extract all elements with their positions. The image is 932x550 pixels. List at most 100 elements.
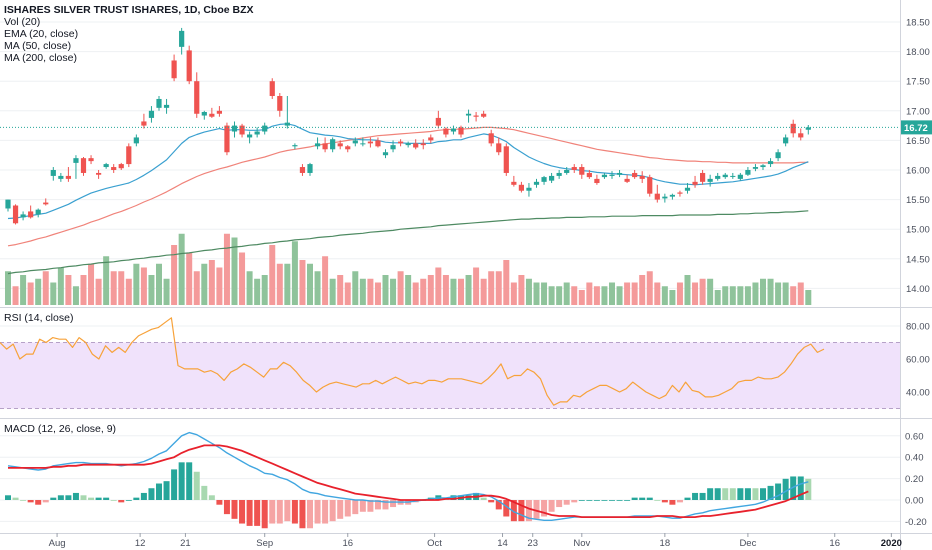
candle [435,110,441,129]
volume-bar [367,278,374,305]
last-price-label: 16.72 [904,123,928,134]
macd-title[interactable]: MACD (12, 26, close, 9) [4,423,116,435]
volume-bar [125,278,132,305]
volume-bar [239,252,246,305]
volume-bar [548,286,555,305]
macd-histogram-bar [95,497,102,500]
volume-bar [427,275,434,305]
candle-body [662,196,668,199]
macd-histogram-bar [790,476,797,500]
macd-histogram-bar [352,500,359,515]
candle-body [50,170,56,176]
volume-bar [322,256,329,305]
macd-histogram-bar [578,500,585,501]
price-tick-label: 16.50 [906,136,930,147]
candle-body [609,174,615,176]
volume-bar [329,278,336,305]
volume-bar [533,282,540,305]
macd-histogram-bar [12,497,19,500]
volume-bar [193,271,200,305]
candle [458,125,464,138]
candle-body [752,167,759,169]
candle [360,137,366,147]
volume-bar [65,275,72,305]
candle-body [805,127,811,130]
volume-bar [50,282,57,305]
candle [209,107,215,118]
candle-body [247,134,253,138]
macd-histogram-bar [118,500,125,503]
candle [465,109,472,123]
candle [662,193,668,203]
candle [541,175,547,185]
candle [654,184,660,203]
candle [616,170,623,178]
rsi-tick-label: 60.00 [906,355,930,366]
candlesticks[interactable] [5,27,811,225]
volume-bar [480,278,487,305]
macd-histogram-bar [684,497,691,500]
candle-body [322,143,328,150]
legend-volume[interactable]: Vol (20) [4,16,40,28]
macd-histogram-bar [284,500,291,522]
macd-histogram-bar [216,500,223,505]
candle-body [28,211,34,218]
macd-tick-label: 0.40 [905,453,924,464]
volume-bar [405,275,412,305]
macd-histogram-bar [201,485,208,500]
volume-bar [390,278,397,305]
volume-bar [88,263,95,305]
candle-body [420,143,426,146]
candle [488,129,494,147]
volume-bar [586,282,593,305]
legend-ma50[interactable]: MA (50, close) [4,40,71,52]
candle-body [58,175,64,179]
candle-body [579,167,585,175]
candle [5,199,11,212]
macd-panel[interactable] [5,431,812,529]
volume-bar [646,271,653,305]
macd-histogram-bar [714,488,721,500]
candle [80,156,87,176]
price-tick-label: 14.00 [906,284,930,295]
candle-body [224,125,230,153]
candle [677,190,683,197]
macd-histogram-bar [314,500,321,524]
rsi-title[interactable]: RSI (14, close) [4,312,73,324]
volume-bar [609,282,615,305]
macd-histogram-bar [601,500,608,501]
volume-bar [178,233,185,305]
candle-body [111,167,117,170]
x-tick-label: 21 [180,538,191,549]
candle [737,172,743,181]
candle [111,164,117,173]
candle-body [669,194,675,197]
macd-histogram-bar [231,500,238,519]
price-tick-label: 17.50 [906,77,930,88]
legend-ema[interactable]: EMA (20, close) [4,28,78,40]
candle-body [783,137,789,144]
time-axis[interactable]: Aug1221Sep16Oct1423Nov18Dec16202013 [49,533,932,549]
candle-body [428,137,434,141]
candle-body [314,143,321,147]
macd-histogram-bar [254,500,261,526]
candle-body [345,146,351,150]
candle-body [96,172,102,175]
candle [564,167,570,175]
candle [224,122,230,156]
rsi-panel[interactable] [0,317,900,409]
candle-body [722,174,728,178]
candle-body [760,165,766,168]
price-axis[interactable]: 18.50 18.00 17.50 17.00 16.50 16.00 15.50 15.00… [905,18,930,528]
candle [767,158,774,168]
candle [481,110,487,118]
macd-histogram-bar [729,488,736,500]
candle [760,164,766,170]
volume-bar [669,290,676,305]
candle [156,96,162,111]
legend-ma200[interactable]: MA (200, close) [4,52,77,64]
candle [609,171,615,179]
candle-body [163,104,170,108]
